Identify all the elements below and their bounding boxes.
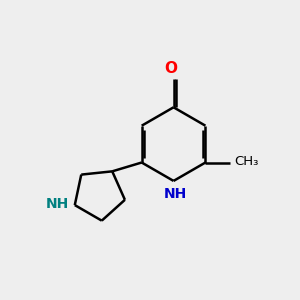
Text: NH: NH bbox=[164, 188, 187, 201]
Text: NH: NH bbox=[46, 196, 70, 211]
Text: O: O bbox=[164, 61, 177, 76]
Text: CH₃: CH₃ bbox=[234, 154, 258, 167]
